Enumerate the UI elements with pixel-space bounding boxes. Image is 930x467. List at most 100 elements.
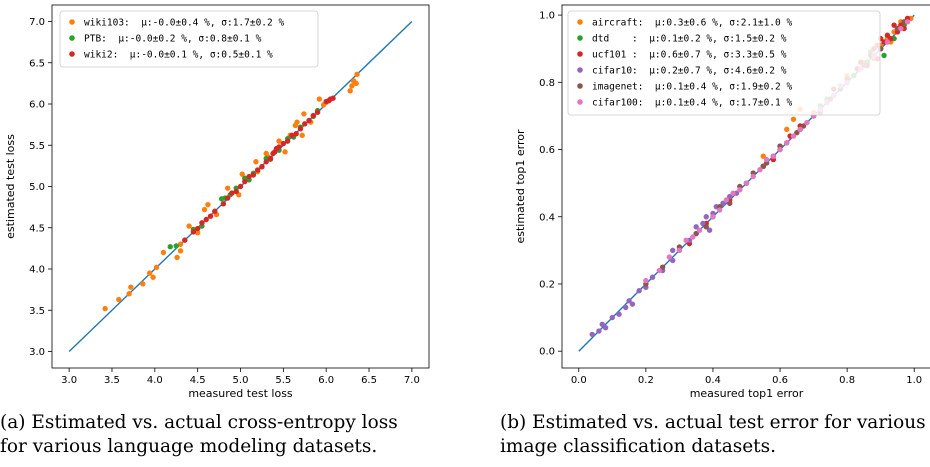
point-cifar100 bbox=[757, 166, 763, 173]
point-imagenet bbox=[693, 230, 699, 237]
point-cifar100 bbox=[696, 227, 703, 233]
point-imagenet bbox=[659, 264, 666, 270]
y-tick-label: 3.5 bbox=[29, 306, 45, 317]
point-cifar100 bbox=[683, 237, 689, 243]
point-cifar10 bbox=[706, 227, 713, 233]
point-wiki2 bbox=[229, 190, 235, 196]
point-cifar100 bbox=[884, 39, 891, 45]
point-aircraft bbox=[790, 116, 797, 122]
y-tick-label: 0.6 bbox=[539, 145, 555, 156]
x-tick-label: 7.0 bbox=[404, 375, 420, 386]
point-wiki103 bbox=[194, 230, 201, 236]
y-tick-label: 7.0 bbox=[29, 17, 45, 28]
point-cifar10 bbox=[623, 304, 629, 311]
point-PTB bbox=[167, 244, 173, 250]
point-wiki2 bbox=[250, 172, 257, 178]
point-imagenet bbox=[703, 224, 709, 230]
y-tick-label: 0.2 bbox=[539, 279, 555, 290]
point-cifar100 bbox=[750, 173, 756, 180]
point-wiki2 bbox=[194, 225, 201, 232]
legend: wiki103: μ:-0.0±0.4 %, σ:1.7±0.2 % PTB: μ… bbox=[59, 10, 319, 68]
point-ucf101 bbox=[884, 32, 891, 38]
point-wiki103 bbox=[347, 88, 353, 94]
point-ucf101 bbox=[888, 35, 894, 42]
legend-entry-ucf101: ucf101 : μ:0.6±0.7 %, σ:3.3±0.5 % bbox=[592, 50, 787, 61]
point-wiki103 bbox=[239, 171, 245, 177]
point-cifar10 bbox=[589, 331, 595, 338]
point-wiki103 bbox=[102, 305, 108, 312]
point-cifar100 bbox=[730, 190, 736, 196]
point-cifar100 bbox=[777, 146, 783, 153]
point-wiki2 bbox=[207, 213, 214, 219]
point-wiki103 bbox=[150, 274, 156, 280]
x-tick-label: 1.0 bbox=[906, 375, 922, 386]
point-imagenet bbox=[760, 163, 766, 170]
point-cifar10 bbox=[703, 214, 709, 220]
x-tick-label: 3.5 bbox=[104, 375, 120, 386]
point-wiki103 bbox=[349, 83, 355, 89]
point-wiki2 bbox=[330, 95, 336, 101]
point-wiki103 bbox=[201, 206, 208, 213]
point-cifar10 bbox=[670, 247, 676, 254]
point-cifar10 bbox=[609, 314, 616, 321]
point-cifar100 bbox=[797, 126, 803, 133]
point-wiki2 bbox=[220, 201, 227, 207]
x-axis-label: measured top1 error bbox=[690, 387, 804, 400]
point-wiki103 bbox=[205, 201, 211, 208]
point-wiki103 bbox=[177, 241, 184, 247]
point-wiki2 bbox=[212, 208, 218, 214]
caption-b: (b) Estimated vs. actual test error for … bbox=[500, 412, 926, 457]
point-cifar100 bbox=[904, 19, 911, 25]
series-wiki103 bbox=[102, 71, 360, 312]
point-cifar100 bbox=[784, 140, 790, 146]
legend-marker-cifar100 bbox=[577, 99, 583, 105]
y-tick-label: 4.5 bbox=[29, 223, 45, 234]
point-wiki2 bbox=[310, 112, 317, 119]
point-wiki103 bbox=[299, 132, 305, 139]
point-cifar10 bbox=[727, 193, 733, 200]
point-wiki103 bbox=[282, 149, 288, 155]
x-tick-label: 6.5 bbox=[361, 375, 377, 386]
point-cifar100 bbox=[790, 133, 797, 139]
point-wiki103 bbox=[301, 111, 307, 117]
point-cifar100 bbox=[666, 254, 673, 260]
point-wiki103 bbox=[263, 150, 269, 157]
legend: aircraft: μ:0.3±0.6 %, σ:2.1±1.0 % dtd : … bbox=[567, 10, 881, 116]
y-tick-label: 4.0 bbox=[29, 265, 45, 276]
point-wiki2 bbox=[203, 216, 209, 223]
point-wiki103 bbox=[146, 270, 153, 276]
point-cifar100 bbox=[737, 187, 743, 193]
point-wiki2 bbox=[302, 121, 308, 127]
y-tick-label: 3.0 bbox=[29, 347, 45, 358]
panel-b: 0.0 0.2 0.4 0.6 0.8 1.0 0.0 0.2 0.4 0.6 0.8 1.0 meas… bbox=[465, 0, 930, 467]
legend-entry-wiki103: wiki103: μ:-0.0±0.4 %, σ:1.7±0.2 % bbox=[84, 18, 284, 29]
legend-entry-wiki2: wiki2: μ:-0.0±0.1 %, σ:0.5±0.1 % bbox=[84, 50, 273, 61]
point-aircraft bbox=[760, 153, 766, 159]
point-cifar10 bbox=[626, 298, 632, 304]
point-dtd bbox=[881, 52, 887, 59]
x-axis-label: measured test loss bbox=[188, 387, 293, 400]
point-cifar10 bbox=[700, 220, 706, 227]
point-wiki103 bbox=[353, 80, 359, 87]
point-wiki2 bbox=[289, 132, 295, 139]
point-wiki103 bbox=[224, 185, 231, 191]
point-cifar100 bbox=[763, 156, 770, 163]
point-wiki2 bbox=[254, 167, 261, 173]
legend-marker-dtd bbox=[577, 35, 583, 41]
point-wiki2 bbox=[314, 109, 321, 115]
point-cifar10 bbox=[599, 321, 605, 328]
point-cifar100 bbox=[804, 119, 810, 126]
point-wiki2 bbox=[293, 131, 299, 137]
point-wiki103 bbox=[253, 159, 259, 165]
x-tick-label: 5.0 bbox=[233, 375, 249, 386]
legend-marker-wiki2 bbox=[69, 51, 75, 57]
point-cifar100 bbox=[743, 180, 750, 186]
point-wiki2 bbox=[263, 159, 269, 165]
x-tick-label: 4.0 bbox=[147, 375, 163, 386]
point-wiki103 bbox=[177, 248, 184, 254]
point-wiki2 bbox=[280, 140, 287, 147]
point-wiki2 bbox=[237, 183, 244, 190]
legend-marker-aircraft bbox=[577, 19, 583, 25]
y-tick-label: 6.5 bbox=[29, 58, 45, 69]
x-tick-label: 6.0 bbox=[318, 375, 334, 386]
